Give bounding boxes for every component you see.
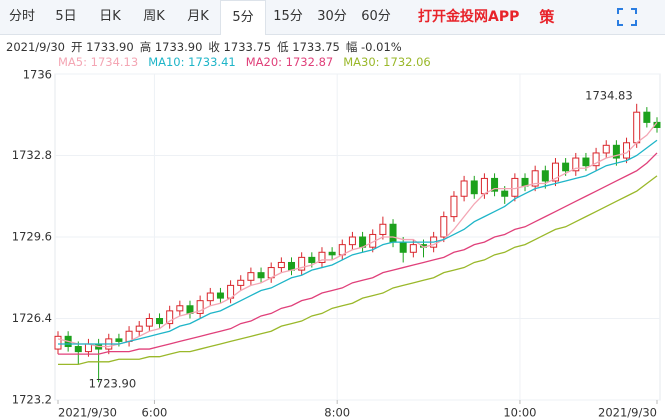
candle-body: [196, 300, 204, 314]
candle-body: [389, 223, 397, 243]
legend-item: MA20: 1732.87: [245, 55, 334, 69]
candle-body: [216, 292, 224, 299]
candle-body: [612, 144, 620, 159]
tab[interactable]: 月K: [187, 9, 209, 24]
candle-body: [308, 256, 316, 263]
tab[interactable]: 5分: [220, 0, 266, 35]
candle-body: [460, 180, 468, 197]
candle-body: [602, 144, 610, 154]
app-link[interactable]: 打开金投网APP: [418, 9, 520, 25]
candle-body: [348, 236, 356, 246]
info-item: 幅 -0.01%: [345, 40, 402, 54]
candle-body: [115, 338, 123, 342]
y-tick-label: 1723.2: [12, 393, 52, 407]
candle-body: [409, 244, 417, 253]
x-tick-label: 6:00: [142, 406, 168, 420]
tab[interactable]: 周K: [143, 9, 165, 24]
candle-body: [176, 305, 184, 312]
legend-item: MA10: 1733.41: [148, 55, 236, 69]
x-tick-label: 8:00: [324, 406, 350, 420]
candle-body: [318, 251, 326, 263]
info-item: 高 1733.90: [139, 40, 203, 54]
x-tick-label: 2021/9/30: [598, 406, 657, 420]
legend: MA5: 1734.13 MA10: 1733.41 MA20: 1732.87 MA…: [58, 55, 441, 69]
y-tick-label: 1732.8: [12, 148, 52, 162]
candle-body: [541, 170, 549, 182]
candle-body: [257, 272, 265, 279]
candle-body: [298, 256, 306, 271]
side-button[interactable]: 策: [539, 8, 555, 26]
candle-body: [511, 177, 519, 197]
info-item: 开 1733.90: [70, 40, 134, 54]
candle-body: [470, 180, 478, 195]
tab[interactable]: 日K: [99, 9, 121, 24]
y-tick-label: 1736: [23, 68, 52, 82]
ma-line: [58, 139, 658, 345]
candle-body: [399, 241, 407, 253]
candle-body: [379, 223, 387, 235]
candle-body: [328, 251, 336, 256]
tab[interactable]: 15分: [273, 9, 303, 24]
candle-body: [491, 177, 499, 192]
legend-item: MA30: 1732.06: [343, 55, 431, 69]
candle-body: [135, 325, 143, 332]
tab[interactable]: 30分: [317, 9, 347, 24]
tab[interactable]: 5日: [55, 9, 77, 24]
candle-body: [450, 195, 458, 218]
candle-body: [501, 190, 509, 197]
info-item: 2021/9/30: [6, 40, 65, 54]
ma-line: [58, 175, 658, 365]
tab-bar: 分时 5日 日K 周K 月K 5分 15分 30分 60分 打开金投网APP 策: [0, 0, 665, 35]
candle-body: [206, 292, 214, 302]
ma-line: [57, 121, 658, 348]
candle-body: [237, 279, 245, 286]
info-line: 2021/9/30 开 1733.90 高 1733.90 收 1733.75 低 17…: [6, 39, 408, 55]
x-tick-label: 10:00: [503, 406, 536, 420]
candle-body: [531, 170, 539, 187]
x-tick-label: 2021/9/30: [58, 406, 117, 420]
candle-body: [145, 318, 153, 327]
candle-body: [582, 157, 590, 167]
info-item: 收 1733.75: [208, 40, 272, 54]
candle-body: [440, 216, 448, 238]
candle-body: [480, 177, 488, 195]
candle-body: [643, 111, 651, 123]
tab[interactable]: 60分: [361, 9, 391, 24]
low-label: 1723.90: [89, 377, 137, 391]
candle-body: [247, 272, 255, 281]
candle-body: [277, 261, 285, 269]
tab[interactable]: 分时: [8, 9, 35, 24]
legend-item: MA5: 1734.13: [58, 55, 139, 69]
candle-body: [562, 162, 570, 172]
info-item: 低 1733.75: [277, 40, 340, 54]
ma-line: [58, 152, 658, 355]
y-tick-label: 1729.6: [12, 230, 52, 244]
candle-body: [54, 335, 62, 350]
candle-body: [633, 111, 641, 144]
candle-body: [166, 310, 174, 325]
candle-body: [551, 162, 559, 182]
candle-body: [74, 346, 82, 353]
candle-body: [592, 152, 600, 167]
y-tick-label: 1726.4: [12, 311, 52, 325]
high-label: 1734.83: [585, 88, 633, 102]
fullscreen-icon[interactable]: [617, 8, 637, 26]
candle-body: [572, 157, 580, 172]
candle-body: [156, 318, 164, 325]
